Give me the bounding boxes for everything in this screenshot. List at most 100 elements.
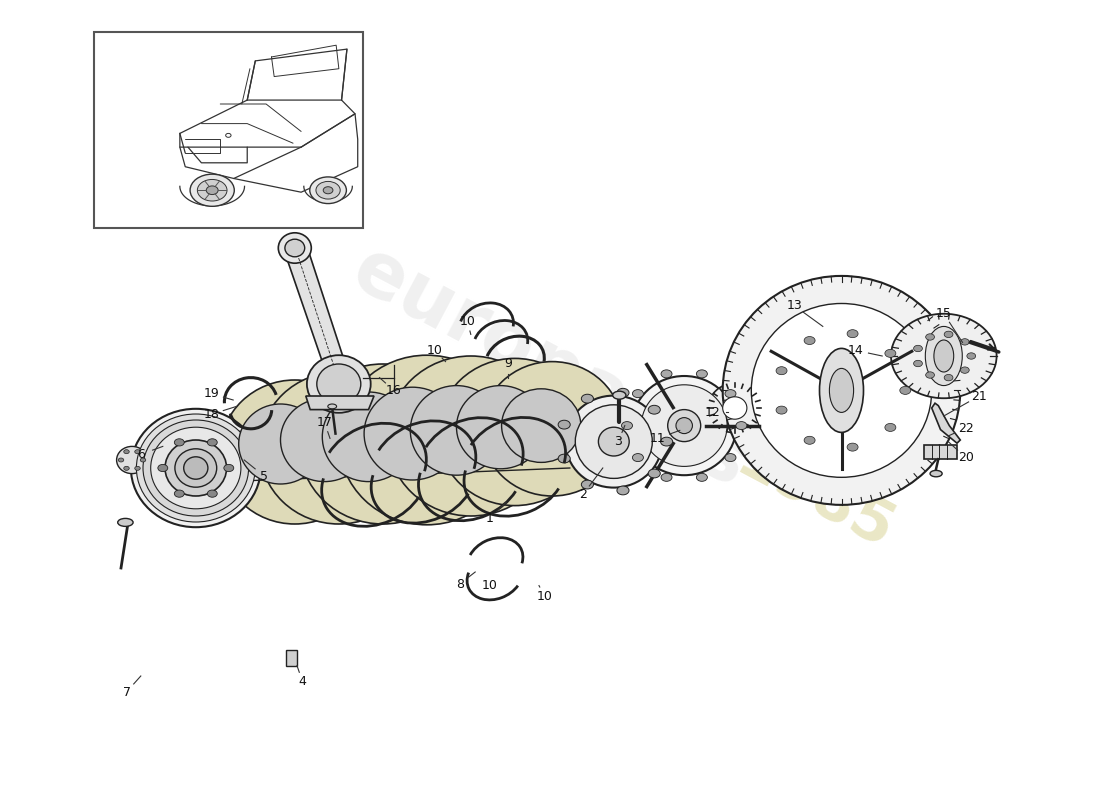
Ellipse shape (322, 392, 415, 482)
Circle shape (208, 490, 218, 498)
Circle shape (141, 458, 145, 462)
Text: 16: 16 (386, 384, 402, 397)
Ellipse shape (220, 380, 370, 524)
Text: 4: 4 (298, 675, 307, 688)
Ellipse shape (143, 420, 249, 516)
Ellipse shape (136, 414, 255, 522)
Circle shape (581, 394, 594, 403)
Circle shape (884, 423, 895, 431)
Circle shape (914, 346, 923, 352)
Circle shape (632, 390, 644, 398)
Ellipse shape (328, 404, 337, 409)
Text: 15: 15 (936, 307, 952, 320)
Ellipse shape (184, 457, 208, 479)
Circle shape (208, 438, 218, 446)
Text: 19: 19 (204, 387, 219, 400)
Circle shape (617, 388, 629, 397)
Text: 6: 6 (136, 448, 145, 461)
Circle shape (581, 480, 594, 489)
Ellipse shape (299, 364, 466, 524)
Ellipse shape (131, 409, 261, 527)
Ellipse shape (723, 397, 747, 419)
Text: 20: 20 (958, 451, 974, 464)
Circle shape (736, 422, 747, 430)
Ellipse shape (175, 449, 217, 487)
Circle shape (926, 372, 935, 378)
Circle shape (804, 337, 815, 345)
Ellipse shape (598, 427, 629, 456)
Text: 9: 9 (504, 358, 513, 370)
Text: 10: 10 (537, 590, 552, 602)
Ellipse shape (641, 385, 727, 466)
Text: 1985: 1985 (725, 430, 903, 562)
Circle shape (776, 366, 786, 374)
Text: 21: 21 (971, 390, 987, 402)
Text: 10: 10 (427, 344, 442, 357)
Circle shape (960, 338, 969, 345)
Circle shape (926, 334, 935, 340)
Ellipse shape (278, 233, 311, 263)
Circle shape (632, 454, 644, 462)
Circle shape (648, 406, 660, 414)
Ellipse shape (482, 362, 623, 496)
Text: 10: 10 (460, 315, 475, 328)
Ellipse shape (151, 427, 241, 509)
Circle shape (123, 466, 130, 470)
Ellipse shape (575, 405, 652, 478)
Circle shape (310, 177, 346, 203)
Ellipse shape (631, 376, 737, 475)
Circle shape (661, 437, 673, 446)
Ellipse shape (708, 383, 761, 433)
Circle shape (134, 450, 141, 454)
Text: 18: 18 (204, 408, 219, 421)
Bar (94, 32, 363, 228)
Circle shape (725, 390, 736, 398)
Circle shape (900, 386, 911, 394)
Circle shape (226, 134, 231, 138)
Circle shape (134, 466, 141, 470)
Circle shape (207, 186, 218, 194)
Polygon shape (306, 396, 374, 410)
Circle shape (648, 469, 660, 478)
Circle shape (804, 436, 815, 444)
Ellipse shape (239, 404, 322, 484)
Ellipse shape (307, 355, 371, 413)
Text: 2: 2 (579, 488, 587, 501)
Ellipse shape (668, 410, 701, 442)
Circle shape (847, 330, 858, 338)
Ellipse shape (751, 303, 932, 478)
Polygon shape (932, 403, 960, 443)
Circle shape (197, 179, 227, 201)
Ellipse shape (339, 355, 515, 525)
Polygon shape (284, 250, 350, 378)
Circle shape (776, 406, 786, 414)
Ellipse shape (456, 386, 544, 469)
Text: 3: 3 (614, 435, 623, 448)
Text: 11: 11 (650, 432, 666, 445)
Text: 8: 8 (455, 578, 464, 590)
Circle shape (696, 474, 707, 482)
Ellipse shape (387, 356, 554, 516)
Text: 13: 13 (786, 299, 802, 312)
Ellipse shape (502, 389, 581, 462)
Ellipse shape (117, 446, 147, 474)
Text: 12: 12 (705, 406, 720, 418)
Ellipse shape (829, 368, 854, 413)
Circle shape (558, 420, 570, 429)
Circle shape (847, 443, 858, 451)
Circle shape (725, 454, 736, 462)
Text: 17: 17 (317, 416, 332, 429)
Circle shape (174, 490, 184, 498)
Ellipse shape (565, 395, 662, 487)
Ellipse shape (285, 239, 305, 257)
Ellipse shape (118, 518, 133, 526)
Circle shape (119, 458, 123, 462)
Circle shape (661, 474, 672, 482)
Ellipse shape (280, 398, 368, 482)
Circle shape (190, 174, 234, 206)
Circle shape (914, 360, 923, 366)
Ellipse shape (438, 358, 592, 506)
Circle shape (323, 186, 333, 194)
Circle shape (696, 370, 707, 378)
Circle shape (884, 350, 895, 358)
